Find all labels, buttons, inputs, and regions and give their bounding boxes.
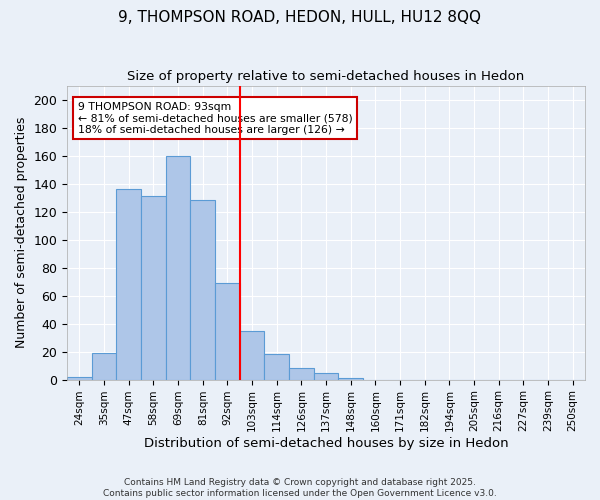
Text: 9, THOMPSON ROAD, HEDON, HULL, HU12 8QQ: 9, THOMPSON ROAD, HEDON, HULL, HU12 8QQ [119, 10, 482, 25]
Bar [116, 189, 141, 380]
Bar [265, 354, 289, 380]
Title: Size of property relative to semi-detached houses in Hedon: Size of property relative to semi-detach… [127, 70, 525, 83]
Bar [240, 330, 265, 380]
Bar [338, 378, 363, 380]
Bar [166, 156, 190, 380]
Bar [190, 200, 215, 380]
Bar [67, 377, 92, 380]
Text: 9 THOMPSON ROAD: 93sqm
← 81% of semi-detached houses are smaller (578)
18% of se: 9 THOMPSON ROAD: 93sqm ← 81% of semi-det… [77, 102, 352, 135]
Text: Contains HM Land Registry data © Crown copyright and database right 2025.
Contai: Contains HM Land Registry data © Crown c… [103, 478, 497, 498]
Bar [141, 196, 166, 380]
Bar [289, 368, 314, 380]
X-axis label: Distribution of semi-detached houses by size in Hedon: Distribution of semi-detached houses by … [144, 437, 508, 450]
Y-axis label: Number of semi-detached properties: Number of semi-detached properties [15, 117, 28, 348]
Bar [215, 283, 240, 380]
Bar [92, 353, 116, 380]
Bar [314, 372, 338, 380]
